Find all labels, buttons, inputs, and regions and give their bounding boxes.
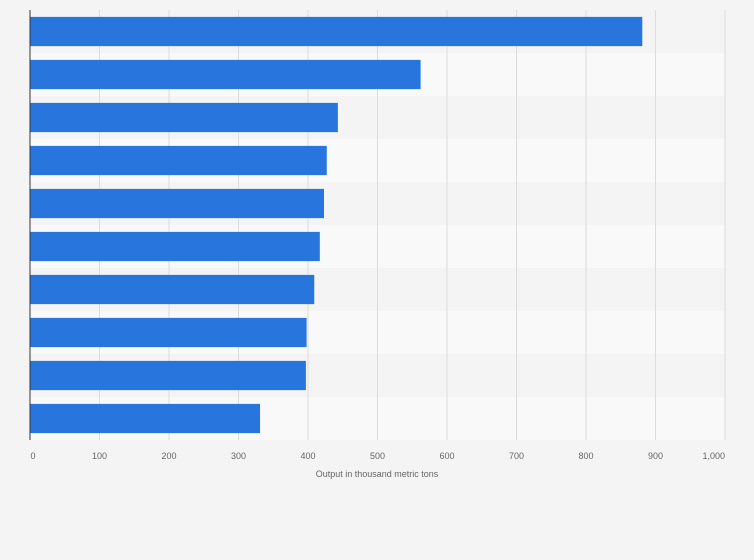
bar[interactable]: [30, 102, 338, 133]
x-axis-title: Output in thousand metric tons: [316, 469, 439, 479]
bars: [30, 16, 643, 434]
bar[interactable]: [30, 317, 307, 348]
bar[interactable]: [30, 188, 324, 219]
bar[interactable]: [30, 403, 261, 434]
bar[interactable]: [30, 360, 306, 391]
x-tick-label: 800: [578, 451, 593, 461]
x-tick-label: 400: [300, 451, 315, 461]
x-tick-label: 600: [439, 451, 454, 461]
x-tick-label: 200: [161, 451, 176, 461]
bar[interactable]: [30, 59, 421, 90]
x-tick-label: 300: [231, 451, 246, 461]
x-tick-label: 900: [648, 451, 663, 461]
x-tick-labels: 0 100 200 300 400 500 600 700 800 900 1,000: [30, 451, 725, 461]
bar[interactable]: [30, 274, 315, 305]
x-tick-label: 100: [92, 451, 107, 461]
x-tick-label: 500: [370, 451, 385, 461]
bar[interactable]: [30, 145, 327, 176]
x-tick-label: 700: [509, 451, 524, 461]
bar[interactable]: [30, 16, 643, 47]
x-tick-label: 0: [30, 451, 35, 461]
bar[interactable]: [30, 231, 320, 262]
x-tick-label: 1,000: [702, 451, 725, 461]
